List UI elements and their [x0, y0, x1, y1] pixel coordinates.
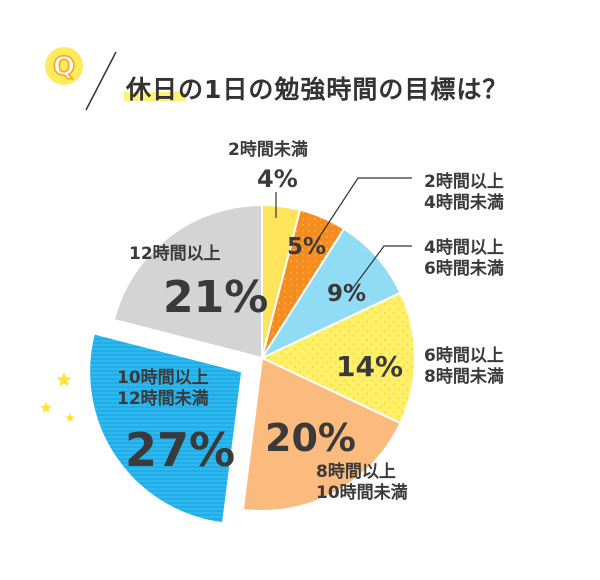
leader-line [315, 177, 412, 243]
q-badge-letter: Q [53, 52, 75, 82]
value-label-8-10h: 20% [265, 416, 356, 460]
star-icon [56, 372, 72, 387]
q-badge-icon: Q [45, 47, 83, 85]
category-label-under-2h: 2時間未満 [228, 140, 308, 160]
value-label-under-2h: 4% [257, 165, 298, 193]
title-highlight [124, 92, 186, 101]
sparkle-stars [40, 372, 75, 422]
pie-slice-8-10h [241, 356, 402, 512]
value-label-12h-plus: 21% [163, 272, 269, 323]
value-label-10-12h: 27% [125, 423, 236, 477]
leader-lines [275, 177, 412, 293]
pie-slice-10-12h [88, 332, 244, 525]
leader-line [349, 245, 412, 293]
pie-slices [88, 203, 416, 525]
value-label-2-4h: 5% [287, 234, 327, 260]
category-label-10-12h: 10時間以上 12時間未満 [117, 368, 209, 410]
pie-slice-12h-plus [112, 203, 263, 360]
value-label-4-6h: 9% [327, 281, 367, 307]
category-label-6-8h: 6時間以上 8時間未満 [424, 346, 504, 388]
category-label-4-6h: 4時間以上 6時間未満 [424, 238, 504, 280]
pie-slice-6-8h [259, 291, 416, 425]
chart-title: 休日の1日の勉強時間の目標は？ [126, 75, 509, 104]
category-label-8-10h: 8時間以上 10時間未満 [316, 462, 408, 504]
category-label-12h-plus: 12時間以上 [129, 244, 221, 264]
value-label-6-8h: 14% [336, 350, 404, 383]
star-icon [65, 413, 75, 422]
star-icon [40, 402, 52, 413]
category-label-2-4h: 2時間以上 4時間未満 [424, 172, 504, 214]
